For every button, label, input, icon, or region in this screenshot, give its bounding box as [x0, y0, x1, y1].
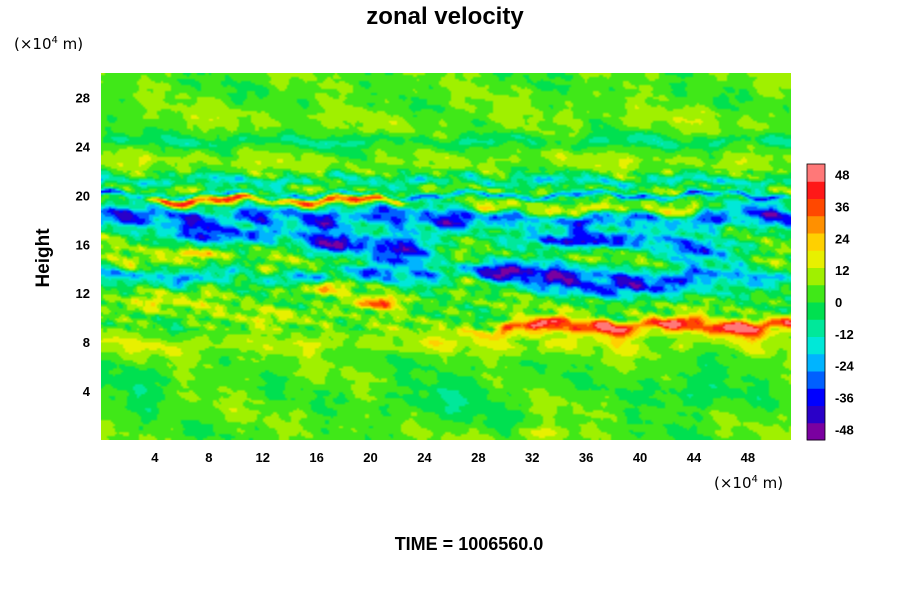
x-tick-label: 44 — [687, 450, 702, 465]
colorbar-swatch — [807, 422, 825, 441]
y-tick-label: 20 — [76, 188, 90, 203]
colorbar-swatch — [807, 215, 825, 234]
colorbar-tick-label: 48 — [835, 168, 849, 183]
colorbar-swatch — [807, 302, 825, 320]
colorbar-ticks: 48 36 24 12 0 -12 -24 -36 -48 — [835, 168, 855, 438]
colorbar — [806, 163, 826, 441]
colorbar-swatch — [807, 371, 825, 389]
colorbar-swatch — [807, 164, 825, 182]
colorbar-tick-label: 0 — [835, 295, 842, 310]
colorbar-tick-label: -48 — [835, 422, 854, 437]
y-tick-label: 8 — [83, 335, 90, 350]
colorbar-swatch — [807, 388, 825, 406]
x-axis-ticks: 4 8 12 16 20 24 28 32 36 40 44 48 — [151, 450, 755, 465]
colorbar-swatch — [807, 198, 825, 217]
colorbar-swatch — [807, 267, 825, 286]
x-axis-unit: (×104 m) — [714, 474, 783, 492]
chart-title: zonal velocity — [366, 3, 524, 30]
y-tick-label: 12 — [76, 286, 90, 301]
colorbar-tick-label: -12 — [835, 327, 854, 342]
x-tick-label: 28 — [471, 450, 485, 465]
y-axis-ticks: 4 8 12 16 20 24 28 — [76, 90, 91, 399]
colorbar-swatch — [807, 181, 825, 199]
x-tick-label: 32 — [525, 450, 539, 465]
x-tick-label: 36 — [579, 450, 593, 465]
colorbar-swatch — [807, 319, 825, 337]
y-tick-label: 4 — [83, 384, 91, 399]
colorbar-swatch — [807, 233, 825, 251]
x-tick-label: 8 — [205, 450, 212, 465]
y-tick-label: 16 — [76, 237, 90, 252]
colorbar-tick-label: 24 — [835, 231, 850, 246]
colorbar-tick-label: -36 — [835, 391, 854, 406]
x-tick-label: 16 — [309, 450, 323, 465]
x-tick-label: 12 — [255, 450, 269, 465]
y-tick-label: 28 — [76, 90, 90, 105]
heatmap-field — [101, 73, 791, 440]
colorbar-swatch — [807, 353, 825, 372]
x-tick-label: 24 — [417, 450, 432, 465]
x-tick-label: 4 — [151, 450, 159, 465]
x-tick-label: 40 — [633, 450, 647, 465]
colorbar-swatch — [807, 284, 825, 303]
time-label: TIME = 1006560.0 — [395, 534, 544, 554]
colorbar-tick-label: 12 — [835, 263, 849, 278]
y-tick-label: 24 — [76, 139, 91, 154]
x-tick-label: 48 — [741, 450, 755, 465]
colorbar-swatch — [807, 336, 825, 355]
colorbar-swatch — [807, 405, 825, 424]
colorbar-tick-label: 36 — [835, 199, 849, 214]
x-tick-label: 20 — [363, 450, 377, 465]
y-axis-unit: (×104 m) — [14, 35, 83, 53]
y-axis-label: Height — [33, 228, 54, 288]
colorbar-swatch — [807, 250, 825, 268]
colorbar-outline — [806, 163, 826, 441]
colorbar-tick-label: -24 — [835, 359, 855, 374]
